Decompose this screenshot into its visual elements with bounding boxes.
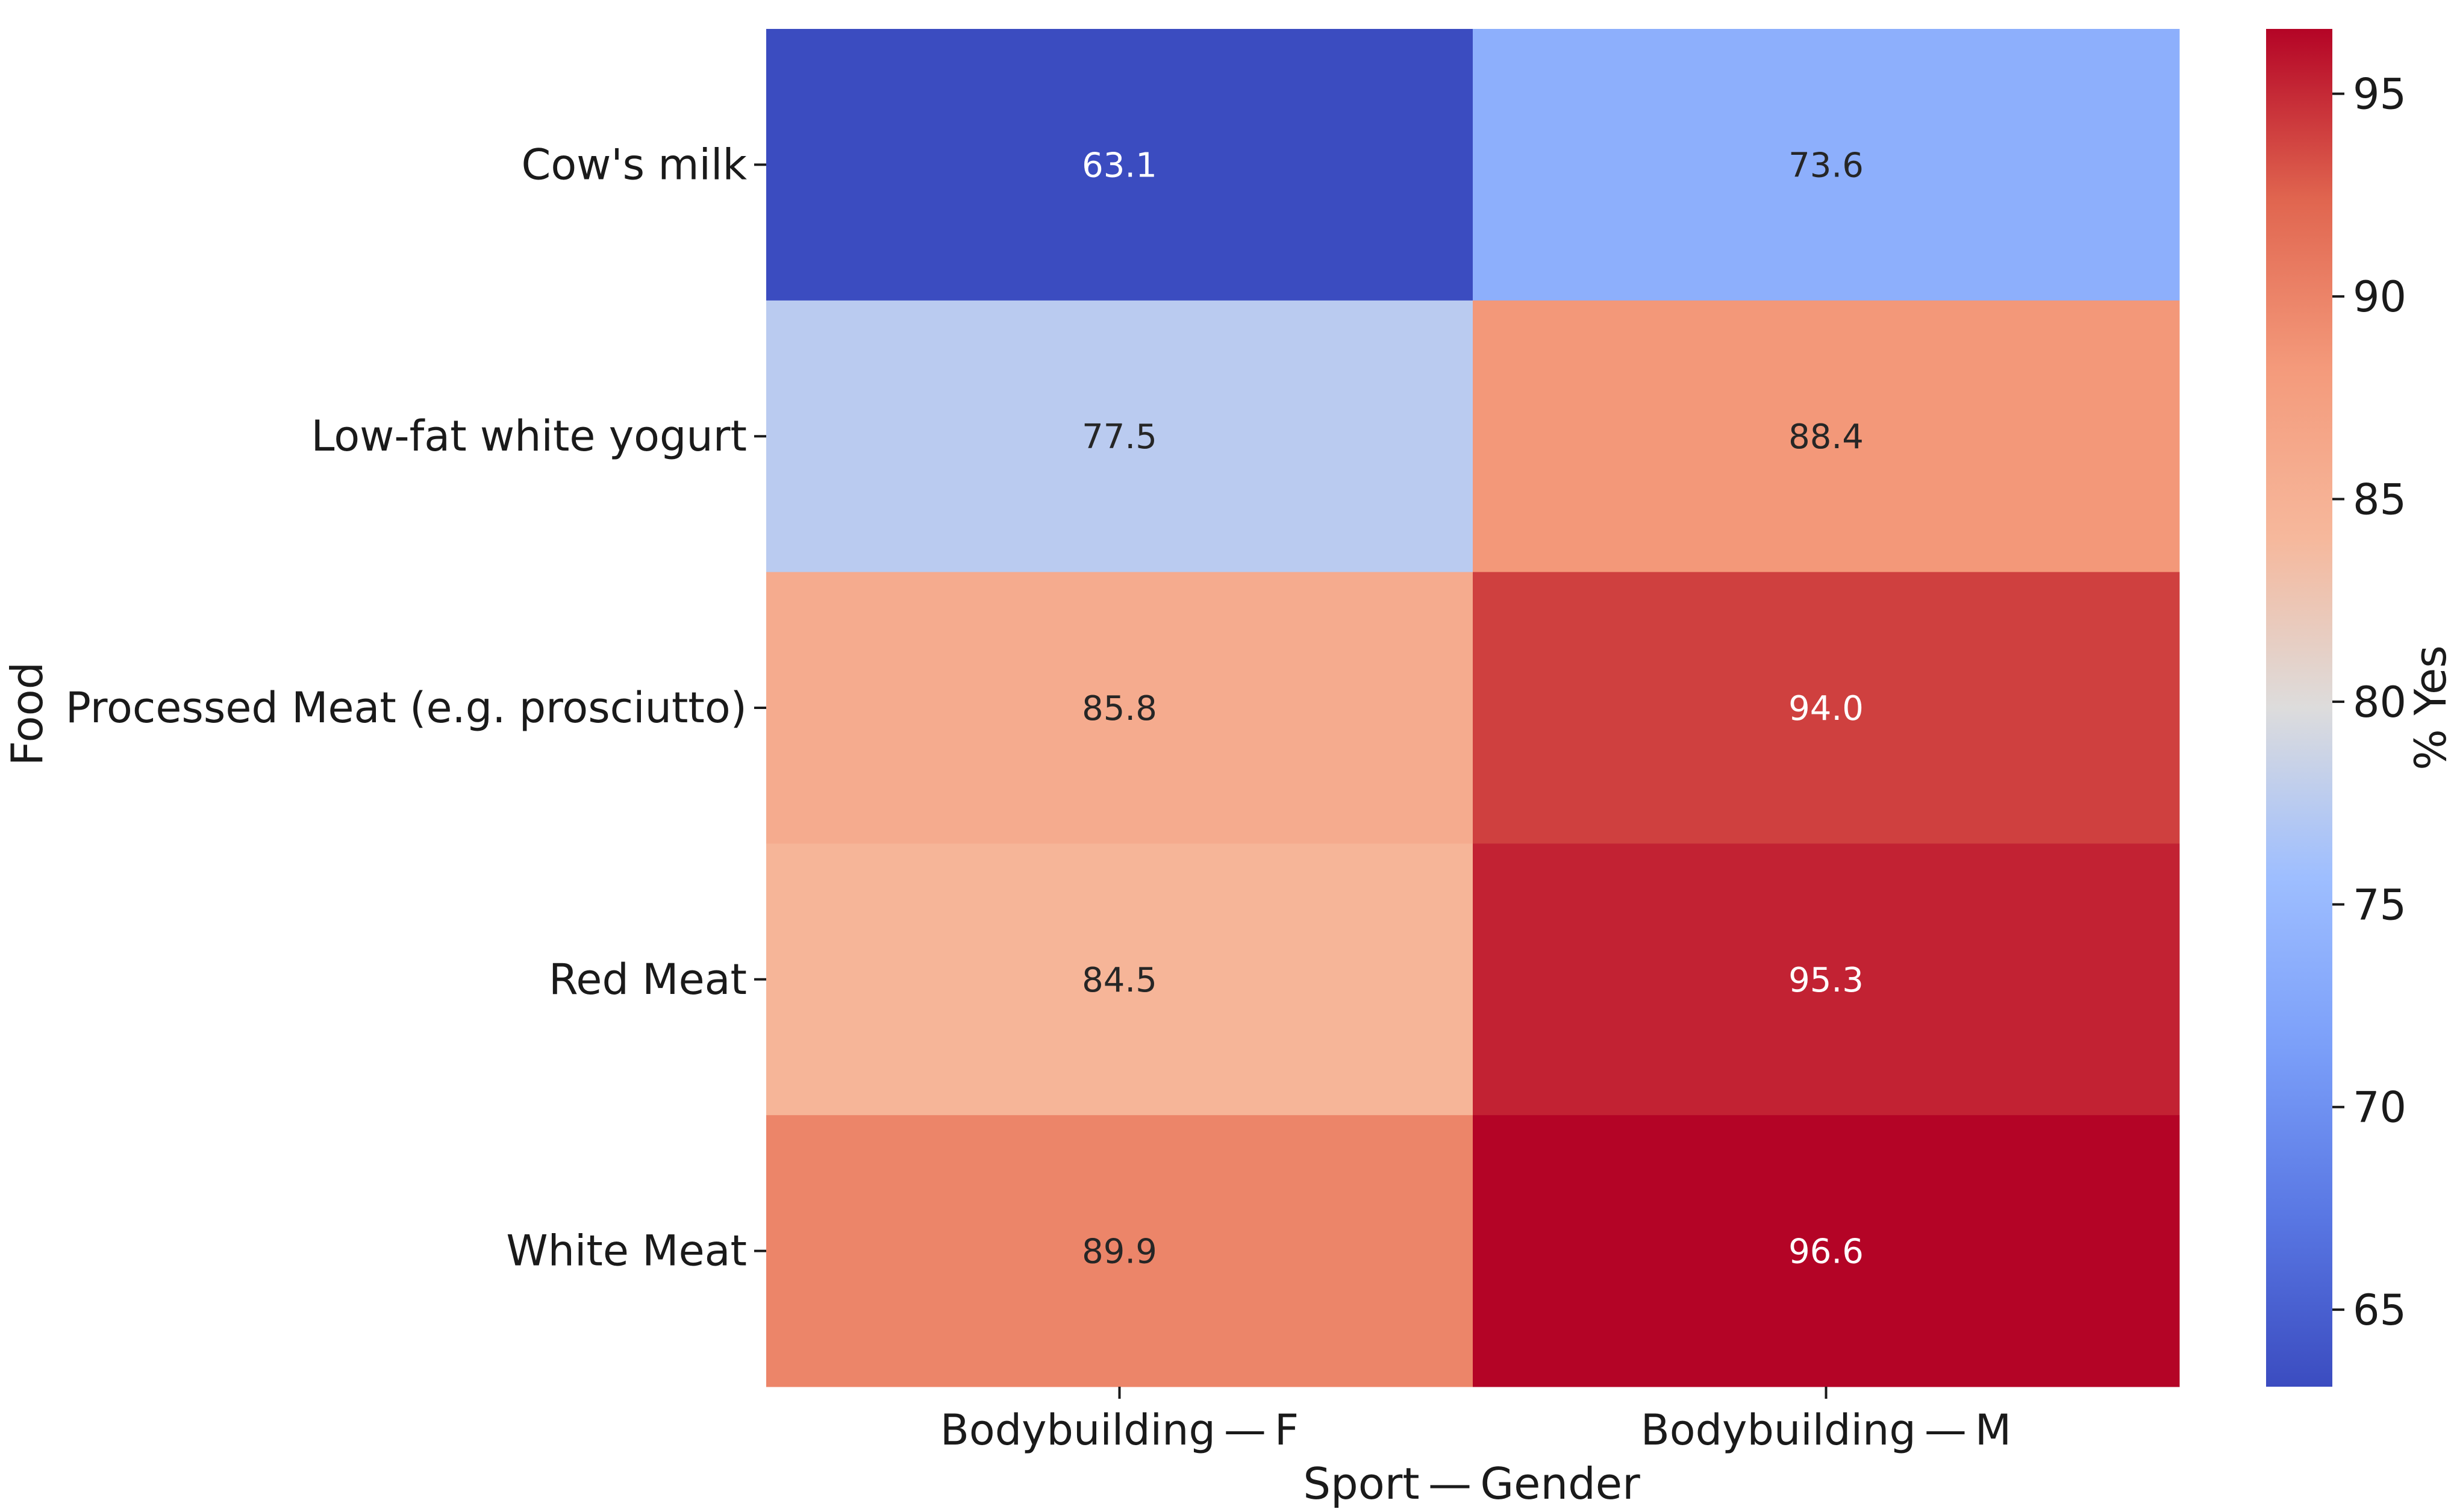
heatmap-cell bbox=[766, 29, 1473, 301]
heatmap-cell-value: 63.1 bbox=[1082, 146, 1157, 185]
heatmap-cell bbox=[1473, 1115, 2180, 1387]
heatmap-cell-value: 85.8 bbox=[1082, 689, 1157, 728]
colorbar-label: % Yes bbox=[2405, 645, 2451, 770]
heatmap-cells bbox=[766, 29, 2180, 1387]
x-tick-label: Bodybuilding — F bbox=[940, 1405, 1299, 1455]
y-tick-label: White Meat bbox=[506, 1226, 747, 1276]
colorbar-ticks: 65 70 75 80 85 90 95 bbox=[2332, 70, 2406, 1335]
heatmap-cell bbox=[766, 572, 1473, 844]
colorbar-gradient bbox=[2266, 29, 2332, 1387]
colorbar-tick-label: 70 bbox=[2353, 1083, 2406, 1132]
colorbar-tick-label: 95 bbox=[2353, 70, 2406, 119]
heatmap-cell-value: 88.4 bbox=[1788, 417, 1864, 457]
heatmap-cell-labels: 63.1 73.6 77.5 88.4 85.8 94.0 84.5 95.3 89.9 96.6 bbox=[1082, 146, 1864, 1271]
heatmap-cell-value: 77.5 bbox=[1082, 417, 1157, 457]
colorbar-tick-label: 80 bbox=[2353, 678, 2406, 727]
colorbar-tick-label: 85 bbox=[2353, 475, 2406, 524]
heatmap-cell bbox=[1473, 572, 2180, 844]
heatmap-cell bbox=[766, 300, 1473, 573]
heatmap-cell bbox=[1473, 29, 2180, 301]
x-axis: Bodybuilding — F Bodybuilding — M bbox=[940, 1387, 2011, 1455]
heatmap-cell-value: 96.6 bbox=[1788, 1232, 1864, 1272]
heatmap-cell-value: 95.3 bbox=[1788, 961, 1864, 1000]
y-tick-label: Low-fat white yogurt bbox=[311, 411, 747, 461]
x-tick-label: Bodybuilding — M bbox=[1641, 1405, 2011, 1455]
heatmap-cell bbox=[1473, 300, 2180, 573]
heatmap-cell bbox=[766, 1115, 1473, 1387]
heatmap-cell bbox=[766, 843, 1473, 1116]
heatmap-cell-value: 94.0 bbox=[1788, 689, 1864, 728]
y-axis: Cow's milk Low-fat white yogurt Processed … bbox=[66, 140, 766, 1276]
colorbar-tick-label: 75 bbox=[2353, 880, 2406, 929]
heatmap-cell bbox=[1473, 843, 2180, 1116]
y-tick-label: Red Meat bbox=[549, 955, 747, 1004]
y-axis-label: Food bbox=[2, 662, 52, 766]
y-tick-label: Processed Meat (e.g. prosciutto) bbox=[66, 683, 747, 733]
heatmap-cell-value: 73.6 bbox=[1788, 146, 1864, 185]
colorbar-tick-label: 90 bbox=[2353, 272, 2406, 322]
heatmap-cell-value: 89.9 bbox=[1082, 1232, 1157, 1272]
colorbar: 65 70 75 80 85 90 95 % Yes bbox=[2266, 29, 2451, 1387]
y-tick-label: Cow's milk bbox=[521, 140, 747, 189]
x-axis-label: Sport — Gender bbox=[1303, 1458, 1640, 1509]
heatmap-cell-value: 84.5 bbox=[1082, 961, 1157, 1000]
colorbar-tick-label: 65 bbox=[2353, 1286, 2406, 1335]
